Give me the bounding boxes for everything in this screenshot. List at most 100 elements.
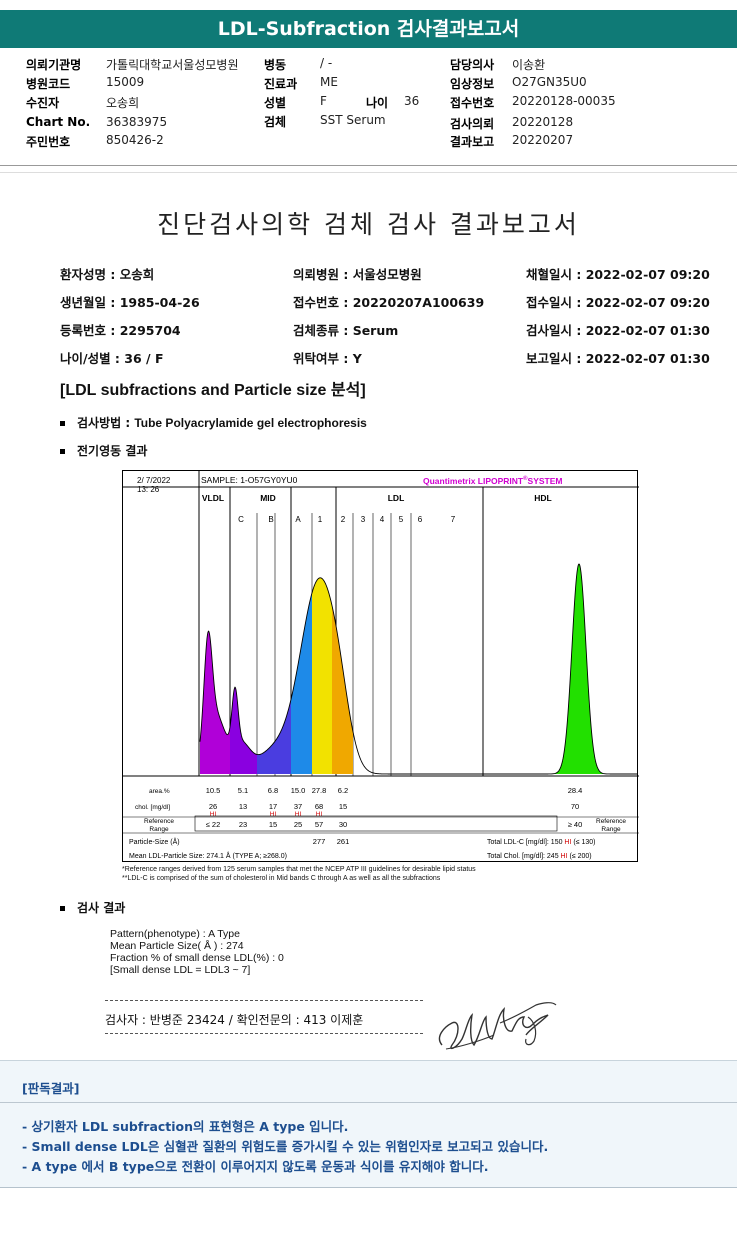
subband-label: 1 <box>318 515 323 524</box>
patient-name: 환자성명 : 오송희 <box>60 267 155 282</box>
examinee-label: 수진자 <box>26 96 60 110</box>
lipoprint-chart: 2/ 7/2022 13: 26 SAMPLE: 1-O57GY0YU0 Quanti… <box>122 470 639 862</box>
ref-value: ≤ 22 <box>206 820 221 829</box>
test-time: 검사일시 : 2022-02-07 01:30 <box>526 323 710 338</box>
ref-label: Range <box>149 826 169 833</box>
age-label: 나이 <box>366 96 389 110</box>
rrn-value: 850426-2 <box>106 133 164 147</box>
ref-value: ≥ 40 <box>568 820 583 829</box>
mid-c-area <box>230 687 257 774</box>
header-divider <box>0 165 737 166</box>
chol-value: 17 <box>269 802 277 811</box>
method-bullet: 검사방법 : Tube Polyacrylamide gel electroph… <box>60 414 367 431</box>
subband-label: B <box>268 515 273 524</box>
total-ldl-text: Total LDL-C [mg/dl]: 150 HI (≤ 130) <box>487 839 596 846</box>
subband-label: 2 <box>341 515 346 524</box>
bullet-icon <box>60 421 65 426</box>
ref-value: 57 <box>315 820 323 829</box>
report-title: 진단검사의학 검체 검사 결과보고서 <box>157 210 580 239</box>
subband-label: 4 <box>380 515 385 524</box>
chart-brand: Quantimetrix LIPOPRINT®SYSTEM <box>423 475 563 486</box>
ref-value: 15 <box>269 820 277 829</box>
analysis-section-title: [LDL subfractions and Particle size 분석] <box>60 382 366 399</box>
report-time: 보고일시 : 2022-02-07 01:30 <box>526 351 710 366</box>
result-bullet: 검사 결과 <box>60 899 125 916</box>
examinee-value: 오송희 <box>106 96 140 110</box>
area-value: 6.2 <box>338 786 348 795</box>
receipt-value: 20220128-00035 <box>512 94 616 108</box>
interpretation-line-2: - Small dense LDL은 심혈관 질환의 위험도를 증가시킬 수 있… <box>22 1139 549 1154</box>
area-value: 5.1 <box>238 786 248 795</box>
doctor-value: 이송환 <box>512 58 546 72</box>
signature-divider-top <box>105 1000 423 1001</box>
density-curve <box>199 563 637 775</box>
sex-value: F <box>320 94 327 108</box>
chol-flag: HI <box>210 811 217 818</box>
chol-value: 37 <box>294 802 302 811</box>
chol-value: 26 <box>209 802 217 811</box>
interpretation-line-1: - 상기환자 LDL subfraction의 표현형은 A type 입니다. <box>22 1119 349 1134</box>
chol-flag: HI <box>316 811 323 818</box>
interpretation-panel: [판독결과] - 상기환자 LDL subfraction의 표현형은 A ty… <box>0 1060 737 1188</box>
hcode-value: 15009 <box>106 75 145 89</box>
clinical-value: O27GN35U0 <box>512 75 587 89</box>
chol-flag: HI <box>295 811 302 818</box>
area-value: 27.8 <box>312 786 327 795</box>
mid-b2-area <box>275 699 291 774</box>
rrn-label: 주민번호 <box>26 135 71 149</box>
subband-label: 6 <box>418 515 423 524</box>
interpretation-line-3: - A type 에서 B type으로 전환이 이루어지지 않도록 운동과 식… <box>22 1159 489 1174</box>
chol-flag: HI <box>270 811 277 818</box>
handwritten-signature <box>438 1002 557 1050</box>
mid-b-area <box>257 741 275 774</box>
ref-label: Reference <box>144 818 174 825</box>
age-sex: 나이/성별 : 36 / F <box>60 351 164 366</box>
specimen-value: SST Serum <box>320 113 386 127</box>
accession-number: 접수번호 : 20220207A100639 <box>293 295 485 310</box>
particle-value: 277 <box>313 837 326 846</box>
footnote-ldl: **LDL-C is comprised of the sum of chole… <box>122 875 441 882</box>
consignment: 위탁여부 : Y <box>293 351 362 366</box>
dept-label: 진료과 <box>264 77 298 91</box>
band-label: MID <box>260 493 276 503</box>
particle-label: Particle-Size (Å) <box>129 837 180 846</box>
ref-value: 23 <box>239 820 247 829</box>
sex-label: 성별 <box>264 96 287 110</box>
chart-time: 13: 26 <box>137 485 160 494</box>
interpretation-divider <box>0 1102 737 1103</box>
total-chol-text: Total Chol. [mg/dl]: 245 HI (≤ 200) <box>487 853 592 860</box>
bullet-icon <box>60 906 65 911</box>
chart-value: 36383975 <box>106 115 168 129</box>
signature-divider-bottom <box>105 1033 423 1034</box>
chol-value: 68 <box>315 802 323 811</box>
chol-label: chol. [mg/dl] <box>135 804 170 811</box>
result-pattern: Pattern(phenotype) : A Type <box>110 928 240 940</box>
chol-value: 15 <box>339 802 347 811</box>
ldl2-area <box>332 605 353 774</box>
subband-label: C <box>238 515 244 524</box>
result-mean-size: Mean Particle Size( Å ) : 274 <box>110 940 244 952</box>
registration-number: 등록번호 : 2295704 <box>60 323 181 338</box>
doctor-label: 담당의사 <box>450 58 495 72</box>
footnote-reference: *Reference ranges derived from 125 serum… <box>122 866 476 873</box>
area-value: 10.5 <box>206 786 221 795</box>
subband-label: 3 <box>361 515 366 524</box>
ward-value: / - <box>320 56 333 70</box>
request-value: 20220128 <box>512 115 574 129</box>
referring-hospital: 의뢰병원 : 서울성모병원 <box>293 267 422 282</box>
vldl-area <box>200 631 230 774</box>
ldl1-area <box>312 577 332 774</box>
mid-a-area <box>291 592 312 774</box>
chart-sample: SAMPLE: 1-O57GY0YU0 <box>201 475 298 485</box>
request-label: 검사의뢰 <box>450 117 495 131</box>
receipt-label: 접수번호 <box>450 96 495 110</box>
ref-value: 30 <box>339 820 347 829</box>
subband-label: 7 <box>451 515 456 524</box>
hdl-area <box>553 564 605 774</box>
specimen-label: 검체 <box>264 115 287 129</box>
result-fraction: Fraction % of small dense LDL(%) : 0 <box>110 952 284 964</box>
band-label: HDL <box>534 493 551 503</box>
age-value: 36 <box>404 94 420 108</box>
particle-value: 261 <box>337 837 350 846</box>
